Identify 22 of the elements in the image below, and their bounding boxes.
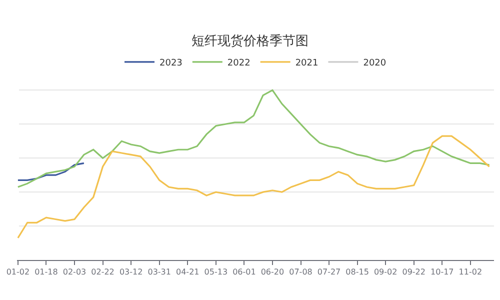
x-tick-label: 03-31 [148,268,171,277]
legend-label: 2022 [227,58,250,68]
x-tick-label: 03-12 [119,268,143,277]
x-tick-label: 05-13 [204,268,228,277]
legend-label: 2023 [160,58,182,68]
chart-title: 短纤现货价格季节图 [192,34,308,50]
x-tick-label: 06-20 [260,268,284,277]
x-tick-label: 07-27 [317,268,341,277]
legend-label: 2021 [295,58,318,68]
x-tick-label: 02-03 [62,268,86,277]
x-tick-label: 10-17 [430,268,454,277]
x-tick-label: 02-22 [91,268,114,277]
x-tick-label: 09-22 [402,268,426,277]
x-tick-label: 07-08 [289,268,312,277]
x-tick-label: 01-18 [34,268,58,277]
x-tick-label: 01-02 [6,268,30,277]
x-tick-label: 06-01 [232,268,256,277]
legend-label: 2020 [363,58,386,68]
x-tick-label: 08-15 [346,268,369,277]
x-tick-label: 11-02 [458,268,482,277]
x-tick-label: 09-02 [374,268,398,277]
x-tick-label: 04-21 [176,268,200,277]
